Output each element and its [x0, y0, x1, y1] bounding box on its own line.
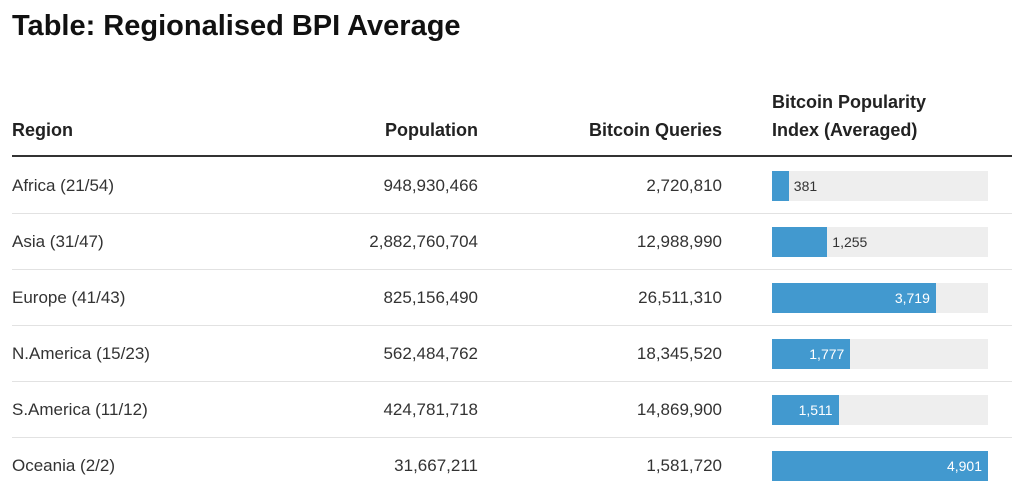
queries-cell: 12,988,990 — [636, 232, 722, 251]
queries-cell: 14,869,900 — [636, 400, 722, 419]
region-cell: Oceania (2/2) — [12, 456, 115, 475]
population-cell: 562,484,762 — [383, 344, 478, 363]
bar-label: 3,719 — [894, 290, 930, 306]
header-rule — [12, 155, 1012, 157]
bar — [772, 171, 789, 201]
bar-label: 1,777 — [809, 346, 845, 362]
row-rule — [12, 325, 1012, 326]
bar-label: 381 — [793, 178, 818, 194]
population-cell: 948,930,466 — [383, 176, 478, 195]
queries-cell: 18,345,520 — [636, 344, 722, 363]
population-cell: 2,882,760,704 — [369, 232, 478, 251]
queries-cell: 1,581,720 — [646, 456, 722, 475]
row-rule — [12, 269, 1012, 270]
column-header: Bitcoin Popularity Index (Averaged) — [772, 92, 927, 140]
column-header: Population — [385, 120, 478, 140]
row-rule — [12, 213, 1012, 214]
title: Table: Regionalised BPI Average — [12, 10, 461, 42]
queries-cell: 26,511,310 — [638, 288, 722, 307]
bar — [772, 227, 828, 257]
bar — [772, 451, 988, 481]
population-cell: 825,156,490 — [383, 288, 478, 307]
region-cell: Europe (41/43) — [12, 288, 126, 307]
region-cell: Africa (21/54) — [12, 176, 115, 195]
bar — [772, 395, 839, 425]
region-cell: S.America (11/12) — [12, 400, 148, 419]
row-rule — [12, 381, 1012, 382]
bar — [772, 339, 851, 369]
row-rule — [12, 437, 1012, 438]
population-cell: 31,667,211 — [394, 456, 478, 475]
queries-cell: 2,720,810 — [646, 176, 722, 195]
bar-label: 4,901 — [946, 458, 982, 474]
region-cell: N.America (15/23) — [12, 344, 150, 363]
region-cell: Asia (31/47) — [12, 232, 104, 251]
bar — [772, 283, 936, 313]
column-header: Region — [12, 120, 73, 140]
bar-label: 1,511 — [798, 402, 833, 418]
bar-track — [772, 171, 988, 201]
column-header: Bitcoin Queries — [588, 120, 722, 140]
population-cell: 424,781,718 — [383, 400, 478, 419]
bar-label: 1,255 — [832, 234, 868, 250]
